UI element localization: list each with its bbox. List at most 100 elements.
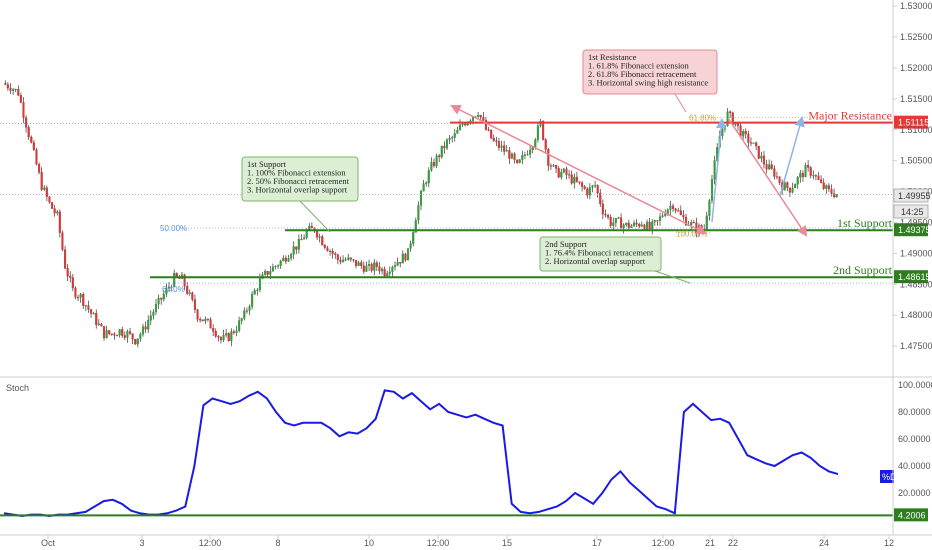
candle-body xyxy=(393,265,397,268)
level-price-tag xyxy=(894,270,928,284)
candle-body xyxy=(757,145,760,159)
candle-body xyxy=(89,309,93,314)
candle-body xyxy=(762,155,766,165)
candle-body xyxy=(295,246,298,250)
candle-body xyxy=(788,187,791,193)
candle-body xyxy=(656,220,659,222)
time-tick-label: 12:00 xyxy=(427,538,450,548)
candle-body xyxy=(692,222,695,224)
candle-body xyxy=(74,287,77,298)
stoch-series-badge xyxy=(880,470,894,483)
candle-body xyxy=(149,315,152,321)
candle-body xyxy=(786,182,789,188)
candle-body xyxy=(529,149,532,155)
candle-body xyxy=(713,160,716,180)
candle-body xyxy=(422,183,425,192)
candle-body xyxy=(479,115,482,118)
time-axis[interactable]: Oct 3 12:00 8 10 12:00 15 17 12:00 21 22 24 12 xyxy=(0,534,932,548)
callout-line: 2nd Support xyxy=(545,239,587,249)
candle-body xyxy=(526,154,529,156)
price-tick-label: 1.47500 xyxy=(900,341,932,351)
candle-body xyxy=(742,131,745,137)
candle-body xyxy=(102,326,106,339)
candle-body xyxy=(482,117,485,121)
candle-body xyxy=(204,318,207,322)
candle-body xyxy=(817,175,820,180)
stoch-current-value-tag xyxy=(894,508,928,522)
candle-body xyxy=(588,187,591,196)
countdown-tag xyxy=(893,204,929,219)
stoch-title: Stoch xyxy=(6,383,29,393)
candle-body xyxy=(300,239,303,241)
time-tick-label: 10 xyxy=(364,538,374,548)
candle-body xyxy=(170,286,173,288)
candle-body xyxy=(162,293,165,300)
time-tick-label: 17 xyxy=(592,538,602,548)
candle-body xyxy=(440,145,443,158)
stoch-tick-label: 100.0000 xyxy=(898,380,932,390)
candle-body xyxy=(344,259,347,261)
candle-body xyxy=(253,290,256,295)
stoch-axis-ticks: 100.0000 80.0000 60.0000 40.0000 20.0000 xyxy=(898,380,932,498)
candle-body xyxy=(336,254,339,261)
price-tags: 1.49955 14:25 xyxy=(893,188,931,219)
fib-label: 6.40% xyxy=(162,285,185,294)
candle-body xyxy=(404,253,407,261)
candlesticks xyxy=(4,80,838,348)
candle-body xyxy=(303,237,306,240)
callout-box xyxy=(241,156,359,202)
candle-body xyxy=(126,331,129,338)
candle-body xyxy=(12,89,15,91)
candle-body xyxy=(375,262,378,267)
time-tick-label: 15 xyxy=(502,538,512,548)
candle-body xyxy=(209,319,212,329)
candle-body xyxy=(118,329,121,336)
candle-body xyxy=(51,202,54,209)
candle-body xyxy=(71,277,74,289)
price-tick-label: 1.49500 xyxy=(900,217,932,227)
price-axis[interactable]: 1.53000 1.52500 1.52000 1.51500 1.51000 1.505… xyxy=(892,0,932,535)
candle-body xyxy=(547,149,550,166)
candle-body xyxy=(620,217,623,229)
candle-body xyxy=(557,168,560,178)
candle-body xyxy=(575,176,578,182)
candle-body xyxy=(25,117,28,128)
candle-body xyxy=(401,253,404,264)
candle-body xyxy=(97,323,100,325)
candle-body xyxy=(323,244,326,248)
time-tick-label: 21 xyxy=(705,538,715,548)
candle-body xyxy=(809,167,812,176)
time-tick-label: 12 xyxy=(884,538,894,548)
candle-body xyxy=(40,172,43,190)
candle-body xyxy=(380,268,384,272)
candle-body xyxy=(279,260,282,266)
candle-body xyxy=(9,87,12,91)
candle-body xyxy=(651,221,654,230)
candle-body xyxy=(32,142,35,150)
candle-body xyxy=(435,155,438,167)
candle-body xyxy=(510,153,513,159)
callout-line: 2. 50% Fibonacci retracement xyxy=(247,176,350,186)
candle-body xyxy=(339,259,342,263)
candle-body xyxy=(35,149,38,165)
candle-body xyxy=(69,276,72,278)
candle-body xyxy=(53,208,56,214)
candle-body xyxy=(833,193,836,198)
candle-body xyxy=(419,191,423,206)
candle-body xyxy=(804,165,807,178)
fib-label: 100.00% xyxy=(676,229,708,238)
candle-body xyxy=(19,95,22,103)
candle-body xyxy=(128,331,132,334)
candle-body xyxy=(736,123,740,126)
stochastic-pane[interactable]: Stoch 100.0000 80.0000 60.0000 40.0000 20.00… xyxy=(0,380,932,522)
candle-body xyxy=(352,259,355,261)
candle-body xyxy=(765,164,768,170)
candle-body xyxy=(183,274,186,287)
candle-body xyxy=(326,247,329,252)
stoch-tick-label: 20.0000 xyxy=(898,488,931,498)
price-pane[interactable]: Major Resistance 1.51115 1st Support 1.4937… xyxy=(0,49,931,348)
candle-body xyxy=(508,150,511,159)
candle-body xyxy=(165,287,168,295)
